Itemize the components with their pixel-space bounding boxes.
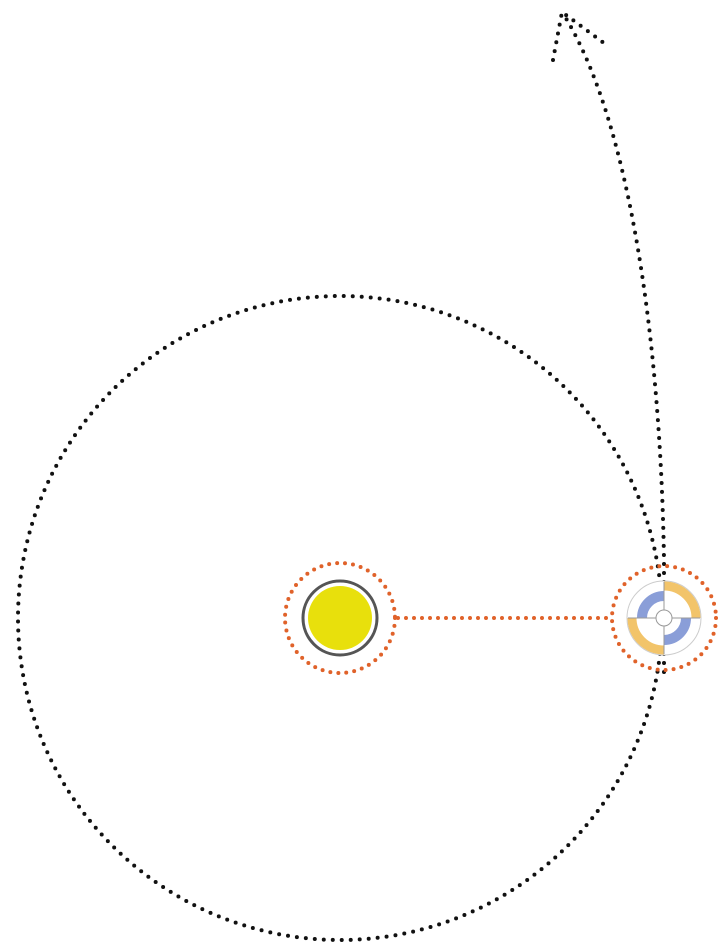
planet-core — [656, 610, 672, 626]
escape-trajectory — [562, 12, 664, 672]
arrow-head — [553, 12, 608, 60]
page — [0, 0, 720, 944]
sun — [308, 586, 372, 650]
orbit-diagram — [0, 0, 720, 944]
